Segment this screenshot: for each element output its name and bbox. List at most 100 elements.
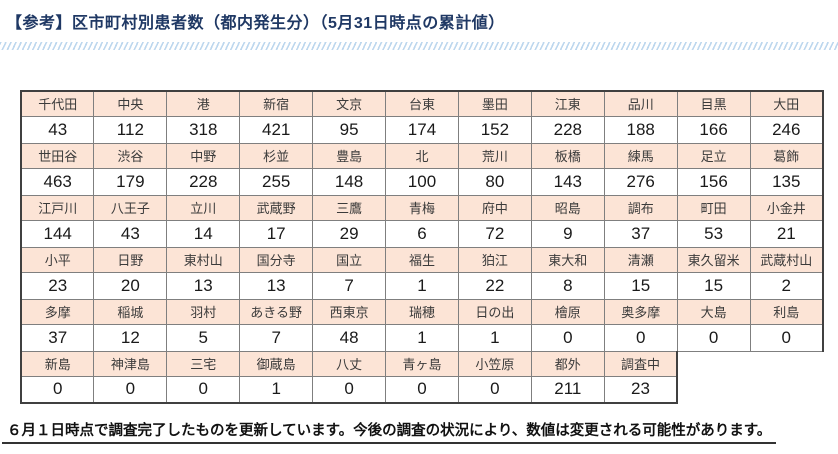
ward-name-cell: 江戸川 <box>20 194 95 221</box>
ward-name-cell: 品川 <box>603 90 678 117</box>
ward-count-cell: 0 <box>676 323 751 352</box>
ward-count-cell: 156 <box>676 167 751 196</box>
ward-name-cell: 日の出 <box>457 298 532 325</box>
ward-name-cell: 大島 <box>676 298 751 325</box>
ward-name-cell: 小平 <box>20 246 95 273</box>
ward-count-cell: 0 <box>166 375 241 404</box>
ward-name-cell: 西東京 <box>312 298 387 325</box>
ward-count-cell: 37 <box>603 219 678 248</box>
ward-name-cell: 三宅 <box>166 350 241 377</box>
footer-note: ６月１日時点で調査完了したものを更新しています。今後の調査の状況により、数値は変… <box>2 419 777 444</box>
ward-count-cell: 5 <box>166 323 241 352</box>
ward-count-cell: 0 <box>749 323 824 352</box>
ward-name-cell: 北 <box>385 142 459 169</box>
ward-count-cell: 9 <box>530 219 605 248</box>
ward-count-cell: 7 <box>239 323 314 352</box>
ward-count-cell: 228 <box>166 167 241 196</box>
ward-name-cell: 武蔵野 <box>239 194 314 221</box>
ward-name-row: 千代田 中央港新宿 文京 台東 墨田 江東 品川 目黒 大田 <box>20 90 824 117</box>
ward-name-cell: 御蔵島 <box>239 350 314 377</box>
ward-name-cell: 江東 <box>530 90 605 117</box>
ward-name-cell: 文京 <box>312 90 387 117</box>
patient-count-table: 千代田 中央港新宿 文京 台東 墨田 江東 品川 目黒 大田 43 112 318 421 95 174 15… <box>20 90 824 404</box>
ward-count-cell: 246 <box>749 115 824 144</box>
ward-name-cell: 荒川 <box>457 142 532 169</box>
ward-name-cell: 足立 <box>676 142 751 169</box>
ward-name-cell: 練馬 <box>603 142 678 169</box>
ward-count-cell: 20 <box>93 271 168 300</box>
ward-count-cell: 13 <box>166 271 241 300</box>
ward-count-cell: 22 <box>457 271 532 300</box>
ward-count-cell: 174 <box>385 115 459 144</box>
ward-count-cell: 1 <box>385 323 459 352</box>
ward-count-cell: 53 <box>676 219 751 248</box>
ward-name-cell: 葛飾 <box>749 142 824 169</box>
ward-count-cell: 318 <box>166 115 241 144</box>
ward-count-cell: 143 <box>530 167 605 196</box>
ward-count-cell: 1 <box>239 375 314 404</box>
ward-name-cell: 多摩 <box>20 298 95 325</box>
ward-count-cell: 23 <box>603 375 679 404</box>
ward-name-cell: 東大和 <box>530 246 605 273</box>
ward-name-cell: 新宿 <box>239 90 314 117</box>
ward-name-cell: 奥多摩 <box>603 298 678 325</box>
ward-count-cell: 37 <box>20 323 95 352</box>
ward-count-cell: 0 <box>457 375 532 404</box>
ward-count-cell: 100 <box>385 167 459 196</box>
ward-name-cell: 檜原 <box>530 298 605 325</box>
ward-name-row: 新島 神津島 三宅 御蔵島 八丈 青ヶ島 小笠原 都外 調査中 <box>20 350 823 377</box>
page-title: 【参考】区市町村別患者数（都内発生分）（5月31日時点の累計値） <box>6 15 505 32</box>
ward-name-cell: 八王子 <box>93 194 168 221</box>
ward-count-cell: 43 <box>20 115 95 144</box>
ward-name-cell: 台東 <box>385 90 459 117</box>
ward-count-cell: 0 <box>385 375 459 404</box>
ward-name-cell: 港 <box>166 90 241 117</box>
ward-name-cell: 千代田 <box>20 90 95 117</box>
ward-name-cell: 羽村 <box>166 298 241 325</box>
ward-name-row: 江戸川 八王子 立川 武蔵野 三鷹 青梅 府中 昭島 調布 町田 小金井 <box>20 194 824 221</box>
ward-count-row: 43 112 318 421 95 174 152 228 188 166 246 <box>20 115 824 144</box>
ward-count-cell: 255 <box>239 167 314 196</box>
ward-name-cell: 福生 <box>385 246 459 273</box>
ward-name-cell: 八丈 <box>312 350 387 377</box>
ward-count-cell: 0 <box>530 323 605 352</box>
ward-count-cell: 43 <box>93 219 168 248</box>
ward-count-cell: 276 <box>603 167 678 196</box>
ward-name-row: 世田谷 渋谷 中野 杉並 豊島北荒川 板橋 練馬 足立 葛飾 <box>20 142 824 169</box>
ward-name-cell: 神津島 <box>93 350 168 377</box>
empty-cell <box>677 376 750 403</box>
ward-count-cell: 112 <box>93 115 168 144</box>
ward-count-cell: 15 <box>603 271 678 300</box>
ward-name-cell: 小金井 <box>749 194 824 221</box>
ward-name-cell: 調査中 <box>603 350 679 377</box>
ward-name-cell: 板橋 <box>530 142 605 169</box>
ward-name-cell: 目黒 <box>676 90 751 117</box>
ward-count-cell: 135 <box>749 167 824 196</box>
ward-count-cell: 144 <box>20 219 95 248</box>
ward-name-cell: 立川 <box>166 194 241 221</box>
ward-count-cell: 29 <box>312 219 387 248</box>
ward-name-cell: あきる野 <box>239 298 314 325</box>
ward-name-cell: 昭島 <box>530 194 605 221</box>
ward-count-cell: 21 <box>749 219 824 248</box>
ward-name-cell: 三鷹 <box>312 194 387 221</box>
ward-name-cell: 東村山 <box>166 246 241 273</box>
ward-count-cell: 6 <box>385 219 459 248</box>
empty-cell <box>750 351 823 376</box>
ward-name-cell: 町田 <box>676 194 751 221</box>
ward-name-cell: 国分寺 <box>239 246 314 273</box>
ward-name-cell: 稲城 <box>93 298 168 325</box>
ward-count-cell: 8 <box>530 271 605 300</box>
ward-count-cell: 152 <box>457 115 532 144</box>
ward-count-cell: 2 <box>749 271 824 300</box>
ward-name-cell: 小笠原 <box>457 350 532 377</box>
ward-name-cell: 豊島 <box>312 142 387 169</box>
ward-count-cell: 1 <box>457 323 532 352</box>
ward-count-row: 0 0 0 1 0 0 0 211 23 <box>20 375 823 404</box>
ward-name-cell: 青ヶ島 <box>385 350 459 377</box>
ward-count-cell: 13 <box>239 271 314 300</box>
ward-name-cell: 狛江 <box>457 246 532 273</box>
ward-count-cell: 72 <box>457 219 532 248</box>
ward-count-cell: 463 <box>20 167 95 196</box>
ward-count-cell: 188 <box>603 115 678 144</box>
